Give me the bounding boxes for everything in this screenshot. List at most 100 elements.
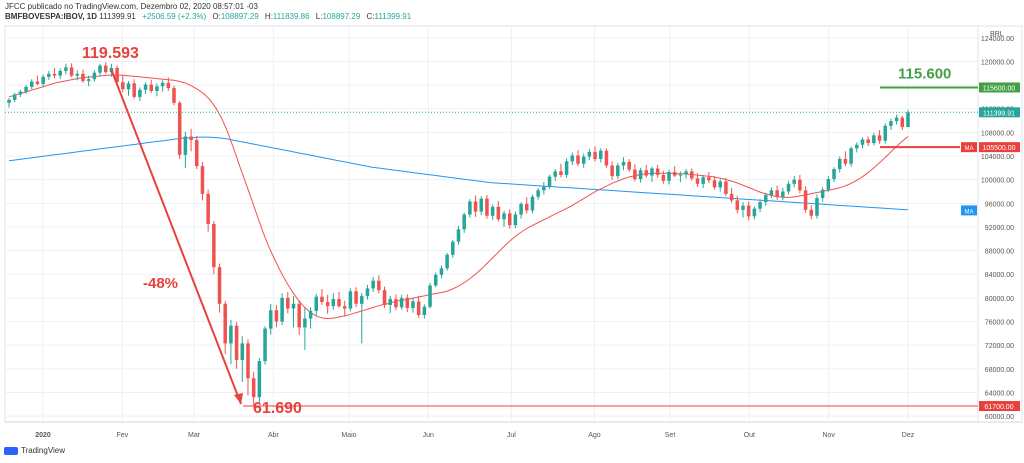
candle-body xyxy=(530,196,535,211)
candle-body xyxy=(462,214,466,230)
candle-body xyxy=(81,73,85,81)
close-value: 111399.91 xyxy=(374,12,412,21)
candle-body xyxy=(638,170,643,180)
x-tick-label: Nov xyxy=(822,432,835,439)
target-price-badge: 115600.00 xyxy=(983,85,1016,92)
candle-body xyxy=(826,179,831,190)
candle-body xyxy=(735,200,740,210)
candle-body xyxy=(581,156,586,164)
candle-body xyxy=(371,280,375,289)
y-tick-label: 88000.00 xyxy=(985,249,1014,256)
candle-body xyxy=(189,136,193,141)
candle-body xyxy=(200,166,205,194)
candle-body xyxy=(388,299,392,305)
candle-body xyxy=(746,205,751,217)
resistance-price-badge-bg xyxy=(979,142,1020,153)
candle-body xyxy=(553,171,557,177)
candle-body xyxy=(695,178,700,184)
candle-body xyxy=(627,161,631,170)
candle-body xyxy=(121,82,125,90)
candle-body xyxy=(803,190,808,210)
candle-body xyxy=(877,135,882,141)
y-tick-label: 60000.00 xyxy=(985,414,1014,421)
drop-arrow-head xyxy=(234,393,243,405)
y-tick-label: 76000.00 xyxy=(985,320,1014,327)
low-price-badge: 61700.00 xyxy=(984,404,1013,411)
candle-body xyxy=(894,117,899,122)
candle-body xyxy=(570,155,575,162)
low-price-badge-bg xyxy=(979,401,1020,412)
x-tick-label: Mar xyxy=(188,432,201,439)
candle-body xyxy=(274,310,279,322)
candle-body xyxy=(399,297,404,308)
candle-body xyxy=(872,135,876,144)
candle-body xyxy=(513,214,518,226)
drop-annotation: -48% xyxy=(143,275,178,292)
x-tick-label: Set xyxy=(665,432,676,439)
candle-body xyxy=(98,65,102,73)
y-tick-label: 104000.00 xyxy=(981,154,1014,161)
candle-body xyxy=(906,112,910,128)
candle-body xyxy=(325,302,330,307)
candle-body xyxy=(212,224,216,268)
candle-body xyxy=(593,151,597,159)
candle-body xyxy=(172,88,176,103)
ohlc-open: O:108897.29 xyxy=(212,12,258,21)
candle-body xyxy=(365,288,370,297)
footer: TradingView xyxy=(4,446,65,455)
y-tick-label: 108000.00 xyxy=(981,130,1014,137)
candle-body xyxy=(866,139,870,144)
ma-short-badge-bg xyxy=(961,142,977,153)
y-tick-label: 124000.00 xyxy=(981,36,1014,43)
candle-body xyxy=(263,328,267,362)
candle-body xyxy=(291,303,296,309)
candle-body xyxy=(303,318,307,328)
candle-body xyxy=(257,361,262,398)
peak-annotation: 119.593 xyxy=(82,45,139,62)
close-label: C: xyxy=(366,12,375,21)
x-tick-label: Out xyxy=(744,432,755,439)
candle-body xyxy=(382,290,387,305)
candle-body xyxy=(428,285,432,307)
candle-body xyxy=(621,161,626,166)
candle-body xyxy=(234,325,239,360)
ohlc-close: C:111399.91 xyxy=(367,12,412,21)
y-tick-label: 80000.00 xyxy=(985,296,1014,303)
target-price-badge-bg xyxy=(979,82,1020,93)
candle-body xyxy=(405,297,410,308)
x-tick-label: Dez xyxy=(902,432,915,439)
candle-body xyxy=(849,148,853,164)
tradingview-logo-icon[interactable] xyxy=(4,446,18,455)
y-tick-label: 84000.00 xyxy=(985,272,1014,279)
candle-body xyxy=(246,343,250,379)
candle-body xyxy=(655,168,660,175)
ma-long-badge-bg xyxy=(961,205,977,216)
candle-body xyxy=(12,94,17,100)
candle-body xyxy=(439,268,444,275)
candle-body xyxy=(206,193,210,224)
candle-body xyxy=(701,177,705,184)
candle-body xyxy=(251,378,256,398)
candle-body xyxy=(149,84,154,92)
x-tick-label: 2020 xyxy=(35,432,51,439)
symbol-name[interactable]: BMFBOVESPA:IBOV, 1D xyxy=(5,12,98,21)
candle-body xyxy=(598,150,603,159)
last-price: 111399.91 xyxy=(99,12,136,21)
candle-body xyxy=(160,82,165,87)
candle-body xyxy=(507,213,512,226)
candle-body xyxy=(377,280,381,291)
high-label: H: xyxy=(264,12,273,21)
candle-body xyxy=(729,193,734,201)
candle-body xyxy=(416,301,421,316)
candle-body xyxy=(883,125,888,141)
candle-body xyxy=(616,165,620,177)
y-tick-label: 100000.00 xyxy=(981,178,1014,185)
resistance-price-badge: 105500.00 xyxy=(982,145,1015,152)
candle-body xyxy=(837,158,842,170)
y-tick-label: 72000.00 xyxy=(985,343,1014,350)
candle-body xyxy=(342,306,347,309)
candle-body xyxy=(672,171,677,176)
candle-body xyxy=(650,168,654,176)
candle-body xyxy=(314,296,319,311)
